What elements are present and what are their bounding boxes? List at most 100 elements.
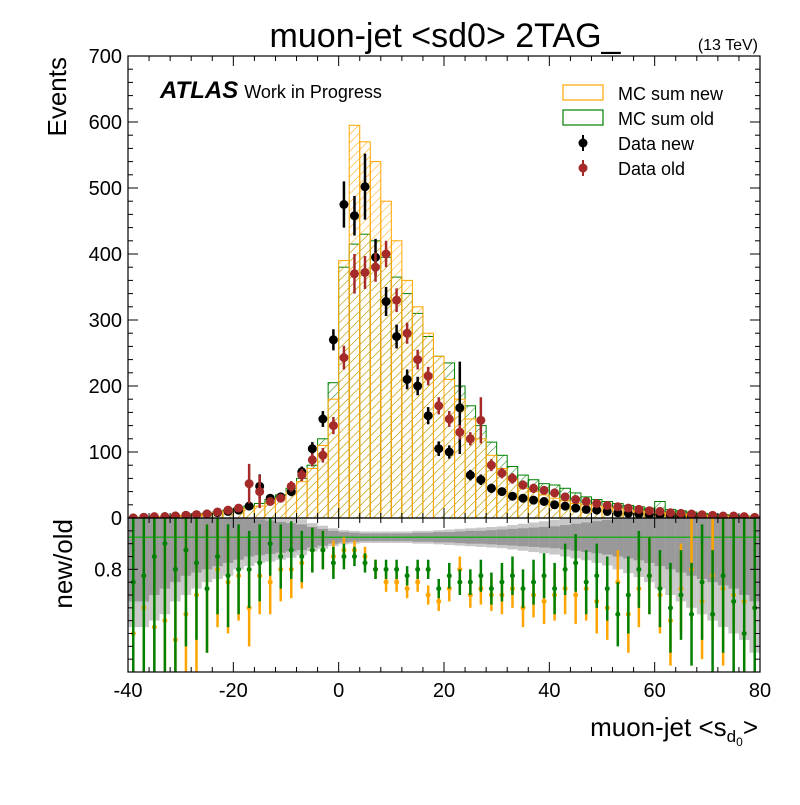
data-new-point bbox=[328, 335, 338, 345]
ratio-old-point bbox=[646, 573, 652, 579]
data-old-point bbox=[402, 328, 412, 338]
data-old-point bbox=[644, 506, 654, 516]
ratio-y-tick-label: 0.8 bbox=[94, 559, 122, 581]
data-old-point bbox=[234, 503, 244, 513]
data-old-point bbox=[497, 468, 507, 478]
ratio-old-point bbox=[562, 566, 568, 572]
ratio-old-point bbox=[678, 592, 684, 598]
legend-label-data-new: Data new bbox=[618, 134, 695, 154]
data-old-point bbox=[729, 511, 739, 518]
chart-title: muon-jet <sd0> 2TAG_ bbox=[270, 17, 622, 55]
data-new-point bbox=[539, 497, 549, 506]
data-old-point bbox=[423, 371, 433, 381]
data-old-point bbox=[307, 455, 317, 465]
mc-new-bar bbox=[422, 332, 434, 518]
y-axis-label: Events bbox=[42, 57, 72, 137]
data-new-point bbox=[349, 211, 359, 221]
data-old-series bbox=[128, 240, 760, 518]
ratio-new-point bbox=[383, 579, 389, 585]
ratio-new-point bbox=[425, 592, 431, 598]
data-old-point bbox=[602, 500, 612, 510]
data-old-point bbox=[181, 510, 191, 518]
data-old-point bbox=[286, 481, 296, 491]
ratio-old-point bbox=[499, 579, 505, 585]
ratio-band-dark-bin bbox=[665, 518, 676, 570]
data-old-point bbox=[149, 512, 159, 518]
y-tick-label: 200 bbox=[89, 376, 122, 398]
ratio-old-point bbox=[225, 573, 231, 579]
data-old-point bbox=[213, 507, 223, 517]
data-old-point bbox=[392, 295, 402, 305]
ratio-old-point bbox=[625, 592, 631, 598]
data-new-point bbox=[318, 414, 328, 424]
data-new-point bbox=[423, 411, 433, 421]
data-old-point bbox=[349, 269, 359, 279]
legend-label-mc-new: MC sum new bbox=[618, 84, 724, 104]
data-old-point bbox=[613, 502, 623, 512]
x-axis-label-subsub: 0 bbox=[736, 735, 743, 749]
legend-swatch-mc-old bbox=[562, 109, 604, 126]
mc-new-series bbox=[128, 124, 760, 518]
ratio-old-point bbox=[436, 586, 442, 592]
ratio-old-point bbox=[594, 573, 600, 579]
data-old-point bbox=[560, 492, 570, 502]
data-old-point bbox=[518, 480, 528, 490]
x-tick-label: -40 bbox=[114, 680, 143, 702]
ratio-old-point bbox=[509, 573, 515, 579]
y-tick-label: 300 bbox=[89, 310, 122, 332]
ratio-old-point bbox=[151, 554, 157, 559]
legend-label-data-old: Data old bbox=[618, 159, 685, 179]
energy-label: (13 TeV) bbox=[698, 37, 758, 54]
data-old-point bbox=[455, 427, 465, 437]
ratio-new-point bbox=[436, 598, 442, 604]
x-tick-label: 80 bbox=[749, 680, 771, 702]
data-old-point bbox=[665, 508, 675, 518]
ratio-old-point bbox=[309, 547, 315, 553]
data-new-point bbox=[444, 447, 454, 457]
ratio-new-point bbox=[404, 586, 410, 592]
ratio-new-point bbox=[415, 579, 421, 585]
data-old-point bbox=[739, 512, 749, 518]
ratio-old-point bbox=[657, 586, 663, 592]
data-new-point bbox=[581, 504, 591, 514]
data-old-point bbox=[718, 511, 728, 518]
ratio-old-point bbox=[741, 631, 747, 636]
ratio-old-point bbox=[267, 541, 273, 547]
ratio-plot-area bbox=[128, 518, 760, 672]
x-tick-label: 60 bbox=[644, 680, 666, 702]
data-new-point bbox=[592, 505, 602, 515]
data-new-point bbox=[560, 501, 570, 511]
data-old-point bbox=[444, 414, 454, 424]
ratio-old-point bbox=[404, 573, 410, 579]
ratio-old-point bbox=[425, 566, 431, 572]
y-tick-label: 400 bbox=[89, 244, 122, 266]
data-old-point bbox=[265, 497, 275, 506]
data-old-point bbox=[360, 267, 370, 277]
ratio-old-point bbox=[193, 560, 199, 566]
ratio-new-point bbox=[573, 592, 579, 598]
x-tick-label: 40 bbox=[538, 680, 560, 702]
ratio-old-point bbox=[552, 586, 558, 592]
x-axis-label: muon-jet <sd0> bbox=[590, 712, 758, 749]
ratio-old-point bbox=[204, 586, 210, 592]
ratio-band-dark-bin bbox=[654, 518, 666, 567]
data-old-point bbox=[507, 473, 517, 483]
ratio-old-point bbox=[478, 573, 484, 579]
x-axis-label-sub: d bbox=[727, 727, 736, 746]
data-old-point bbox=[318, 450, 328, 460]
ratio-old-point bbox=[246, 566, 252, 572]
ratio-old-point bbox=[583, 579, 589, 585]
ratio-old-point bbox=[457, 579, 463, 585]
ratio-old-point bbox=[383, 566, 389, 572]
data-old-point bbox=[529, 483, 539, 493]
ratio-old-point bbox=[415, 566, 421, 572]
y-tick-label: 500 bbox=[89, 178, 122, 200]
data-old-point bbox=[244, 479, 254, 489]
ratio-old-point bbox=[330, 560, 336, 566]
ratio-new-point bbox=[541, 598, 547, 604]
y-tick-label: 100 bbox=[89, 442, 122, 464]
data-new-point bbox=[392, 332, 402, 341]
data-old-point bbox=[750, 512, 760, 518]
